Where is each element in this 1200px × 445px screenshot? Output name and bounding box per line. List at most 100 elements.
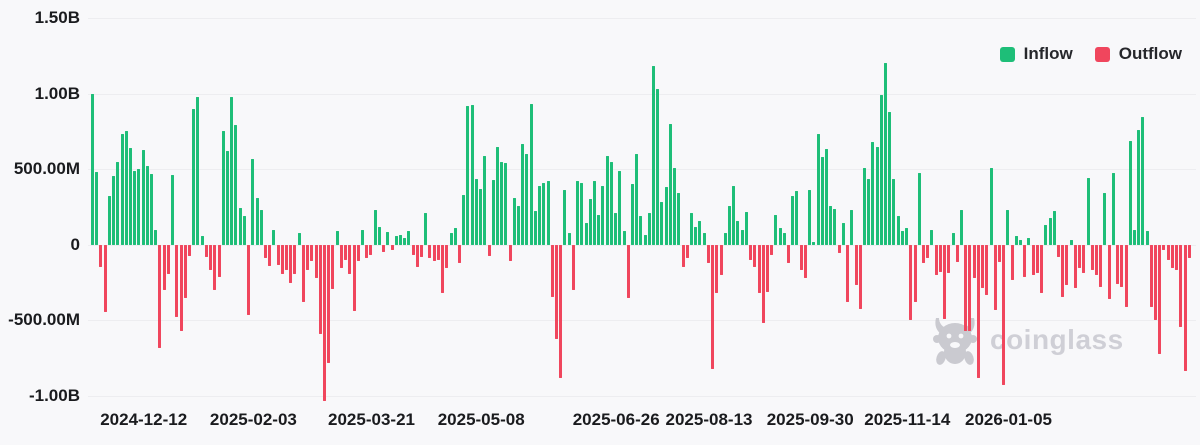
bar-outflow[interactable] bbox=[1099, 244, 1103, 287]
bar-inflow[interactable] bbox=[398, 234, 402, 245]
bar-outflow[interactable] bbox=[913, 244, 917, 302]
bar-inflow[interactable] bbox=[1006, 209, 1010, 245]
bar-outflow[interactable] bbox=[158, 244, 162, 348]
bar-inflow[interactable] bbox=[1048, 217, 1052, 245]
bar-inflow[interactable] bbox=[479, 188, 483, 245]
bar-inflow[interactable] bbox=[694, 226, 698, 245]
bar-inflow[interactable] bbox=[225, 151, 229, 245]
bar-inflow[interactable] bbox=[567, 232, 571, 245]
bar-outflow[interactable] bbox=[1116, 244, 1120, 284]
bar-outflow[interactable] bbox=[411, 244, 415, 255]
bar-inflow[interactable] bbox=[474, 179, 478, 245]
bar-inflow[interactable] bbox=[622, 231, 626, 245]
bar-outflow[interactable] bbox=[323, 244, 326, 401]
bar-outflow[interactable] bbox=[1010, 244, 1014, 281]
bar-inflow[interactable] bbox=[133, 171, 137, 245]
bar-outflow[interactable] bbox=[555, 244, 559, 339]
bar-inflow[interactable] bbox=[825, 148, 828, 245]
bar-outflow[interactable] bbox=[209, 244, 213, 270]
bar-inflow[interactable] bbox=[867, 179, 871, 245]
bar-inflow[interactable] bbox=[580, 182, 584, 245]
bar-inflow[interactable] bbox=[833, 209, 837, 245]
bar-inflow[interactable] bbox=[171, 175, 175, 245]
bar-outflow[interactable] bbox=[1057, 244, 1060, 257]
bar-inflow[interactable] bbox=[635, 154, 639, 245]
bar-inflow[interactable] bbox=[1141, 117, 1145, 245]
bar-inflow[interactable] bbox=[896, 216, 900, 245]
bar-outflow[interactable] bbox=[276, 244, 280, 266]
bar-outflow[interactable] bbox=[1035, 244, 1039, 274]
bar-inflow[interactable] bbox=[905, 228, 909, 245]
bar-inflow[interactable] bbox=[1069, 239, 1073, 245]
bar-inflow[interactable] bbox=[888, 112, 892, 245]
bar-outflow[interactable] bbox=[837, 244, 841, 254]
bar-outflow[interactable] bbox=[365, 244, 369, 259]
bar-inflow[interactable] bbox=[386, 231, 390, 245]
bar-inflow[interactable] bbox=[521, 144, 525, 245]
bar-inflow[interactable] bbox=[820, 157, 824, 245]
bar-outflow[interactable] bbox=[550, 244, 554, 297]
bar-outflow[interactable] bbox=[1149, 244, 1153, 307]
bar-outflow[interactable] bbox=[765, 244, 769, 292]
bar-outflow[interactable] bbox=[369, 244, 373, 255]
bar-inflow[interactable] bbox=[234, 125, 238, 245]
bar-inflow[interactable] bbox=[930, 229, 934, 245]
bar-inflow[interactable] bbox=[255, 197, 259, 245]
bar-inflow[interactable] bbox=[1052, 211, 1056, 245]
bar-outflow[interactable] bbox=[310, 244, 314, 262]
bar-outflow[interactable] bbox=[356, 244, 360, 262]
bar-outflow[interactable] bbox=[934, 244, 938, 276]
bar-inflow[interactable] bbox=[879, 95, 883, 245]
bar-outflow[interactable] bbox=[1023, 244, 1027, 277]
bar-inflow[interactable] bbox=[791, 196, 795, 245]
bar-outflow[interactable] bbox=[955, 244, 959, 262]
bar-outflow[interactable] bbox=[339, 244, 343, 269]
bar-inflow[interactable] bbox=[618, 170, 622, 245]
bar-inflow[interactable] bbox=[533, 211, 537, 245]
bar-inflow[interactable] bbox=[871, 142, 875, 245]
bar-inflow[interactable] bbox=[403, 238, 407, 245]
bar-outflow[interactable] bbox=[285, 244, 289, 270]
bar-inflow[interactable] bbox=[656, 89, 660, 245]
bar-outflow[interactable] bbox=[749, 244, 753, 260]
bar-inflow[interactable] bbox=[259, 210, 263, 245]
bar-inflow[interactable] bbox=[900, 231, 904, 245]
bar-inflow[interactable] bbox=[1145, 231, 1149, 245]
bar-outflow[interactable] bbox=[1120, 244, 1124, 287]
bar-outflow[interactable] bbox=[314, 244, 318, 279]
bar-outflow[interactable] bbox=[753, 244, 757, 267]
bar-outflow[interactable] bbox=[188, 244, 192, 257]
bar-inflow[interactable] bbox=[959, 209, 963, 245]
bar-inflow[interactable] bbox=[1019, 239, 1023, 245]
bar-inflow[interactable] bbox=[652, 66, 656, 245]
bar-outflow[interactable] bbox=[432, 244, 436, 262]
bar-inflow[interactable] bbox=[424, 213, 428, 245]
bar-inflow[interactable] bbox=[230, 97, 234, 245]
bar-inflow[interactable] bbox=[841, 222, 845, 245]
bar-outflow[interactable] bbox=[1166, 244, 1170, 260]
bar-outflow[interactable] bbox=[715, 244, 719, 294]
bar-inflow[interactable] bbox=[690, 213, 693, 245]
bar-outflow[interactable] bbox=[1162, 244, 1166, 250]
bar-outflow[interactable] bbox=[352, 244, 356, 311]
bar-inflow[interactable] bbox=[251, 158, 255, 245]
bar-outflow[interactable] bbox=[947, 244, 951, 274]
bar-inflow[interactable] bbox=[576, 181, 580, 245]
bar-outflow[interactable] bbox=[1073, 244, 1077, 289]
bar-outflow[interactable] bbox=[1031, 244, 1035, 276]
bar-outflow[interactable] bbox=[681, 244, 685, 267]
bar-inflow[interactable] bbox=[1086, 177, 1090, 245]
bar-inflow[interactable] bbox=[500, 162, 504, 245]
bar-inflow[interactable] bbox=[394, 236, 398, 245]
bar-inflow[interactable] bbox=[1137, 130, 1141, 245]
bar-outflow[interactable] bbox=[318, 244, 322, 334]
bar-inflow[interactable] bbox=[723, 232, 727, 245]
bar-outflow[interactable] bbox=[487, 244, 491, 257]
bar-outflow[interactable] bbox=[926, 244, 930, 259]
bar-outflow[interactable] bbox=[1170, 244, 1174, 269]
bar-outflow[interactable] bbox=[162, 244, 166, 291]
bar-outflow[interactable] bbox=[1082, 244, 1086, 274]
bar-inflow[interactable] bbox=[584, 222, 588, 245]
bar-outflow[interactable] bbox=[719, 244, 723, 276]
bar-outflow[interactable] bbox=[508, 244, 512, 262]
